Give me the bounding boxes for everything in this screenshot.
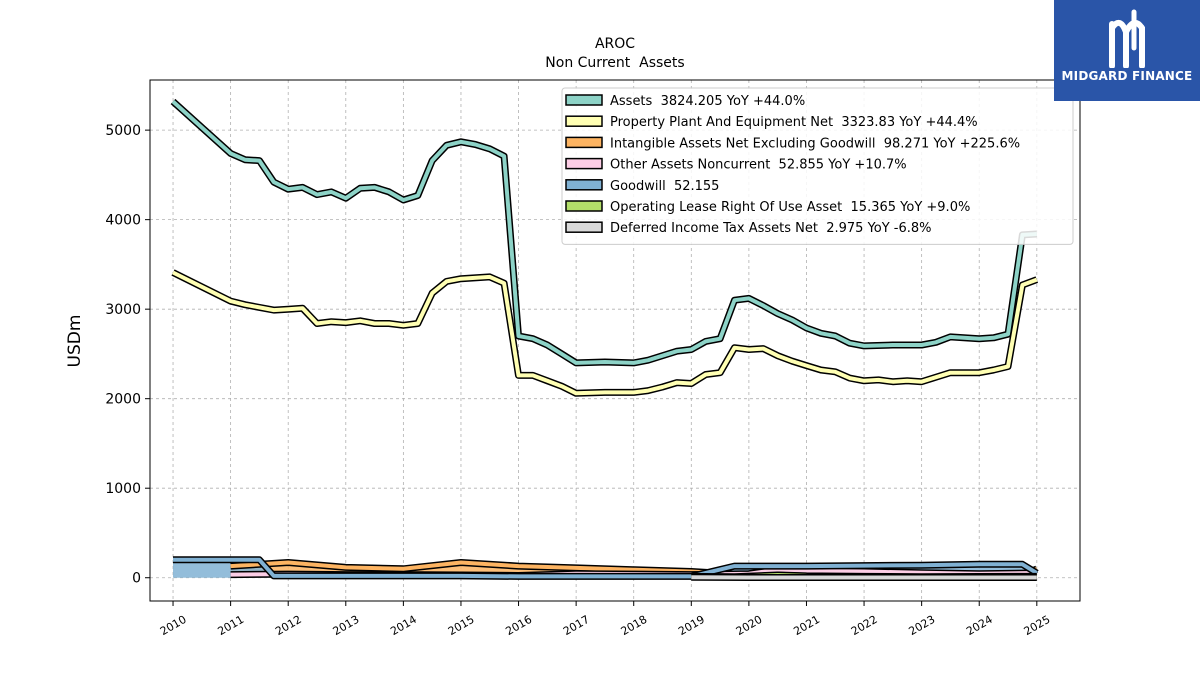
series-lines bbox=[170, 98, 1039, 581]
legend-swatch-4 bbox=[565, 179, 603, 191]
series-line-outline-1 bbox=[171, 269, 1039, 397]
y-tick-label: 4000 bbox=[105, 213, 141, 229]
x-tick-label: 2024 bbox=[964, 613, 995, 638]
legend-label-1: Property Plant And Equipment Net 3323.83… bbox=[610, 115, 978, 130]
legend-label-6: Deferred Income Tax Assets Net 2.975 YoY… bbox=[610, 221, 932, 236]
series-line-1 bbox=[172, 270, 1038, 396]
logo-mark-icon bbox=[1109, 9, 1145, 68]
legend-swatch-2 bbox=[565, 136, 603, 149]
x-tick-label: 2025 bbox=[1022, 613, 1053, 638]
series-line-4 bbox=[173, 557, 1038, 579]
y-tick-label: 3000 bbox=[105, 302, 141, 318]
y-tick-label: 2000 bbox=[105, 392, 141, 408]
logo-text: MIDGARD FINANCE bbox=[1061, 69, 1193, 83]
x-tick-label: 2012 bbox=[273, 613, 304, 638]
y-axis: 0 1000 2000 3000 4000 5000 bbox=[105, 123, 150, 587]
plot-frame bbox=[149, 79, 1081, 602]
series-line-0 bbox=[171, 100, 1037, 365]
x-tick-label: 2010 bbox=[158, 613, 189, 638]
legend-swatch-5 bbox=[565, 200, 603, 212]
x-tick-label: 2018 bbox=[619, 613, 650, 638]
x-tick-label: 2015 bbox=[446, 613, 477, 638]
legend-label-0: Assets 3824.205 YoY +44.0% bbox=[610, 94, 805, 109]
legend-swatch-1 bbox=[565, 115, 603, 127]
chart-title: AROC bbox=[595, 36, 635, 52]
x-tick-label: 2023 bbox=[907, 613, 938, 638]
legend-label-3: Other Assets Noncurrent 52.855 YoY +10.7… bbox=[610, 158, 907, 173]
legend-box bbox=[561, 87, 1074, 245]
legend-swatch-3 bbox=[565, 157, 603, 170]
legend: Assets 3824.205 YoY +44.0% Property Plant… bbox=[561, 87, 1074, 245]
x-tick-label: 2011 bbox=[215, 613, 246, 638]
x-tick-label: 2021 bbox=[791, 613, 822, 638]
legend-label-2: Intangible Assets Net Excluding Goodwill… bbox=[610, 136, 1020, 151]
legend-label-5: Operating Lease Right Of Use Asset 15.36… bbox=[610, 200, 970, 215]
legend-swatch-0 bbox=[565, 94, 603, 106]
x-tick-label: 2022 bbox=[849, 613, 880, 638]
y-tick-label: 1000 bbox=[105, 481, 141, 497]
y-axis-label: USDm bbox=[65, 315, 85, 368]
x-tick-label: 2013 bbox=[331, 613, 362, 638]
x-tick-label: 2016 bbox=[503, 613, 534, 638]
brand-logo: MIDGARD FINANCE bbox=[1054, 0, 1200, 101]
x-tick-label: 2019 bbox=[676, 613, 707, 638]
x-axis: 2010 2011 2012 2013 2014 2015 2016 2017 2018 2019… bbox=[158, 601, 1053, 638]
legend-swatch-6 bbox=[565, 221, 603, 233]
x-tick-label: 2017 bbox=[561, 613, 592, 638]
x-tick-label: 2020 bbox=[734, 613, 765, 638]
x-tick-label: 2014 bbox=[388, 613, 419, 638]
legend-label-4: Goodwill 52.155 bbox=[610, 179, 719, 194]
y-tick-label: 0 bbox=[132, 571, 141, 587]
y-tick-label: 5000 bbox=[105, 123, 141, 139]
chart-subtitle: Non Current Assets bbox=[545, 55, 684, 71]
